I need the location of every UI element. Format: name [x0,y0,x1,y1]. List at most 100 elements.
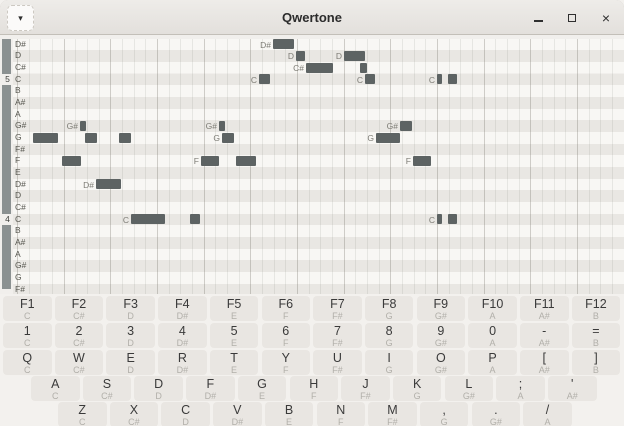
note-block[interactable] [119,132,131,143]
key-[[interactable]: [A# [520,350,569,375]
note-block[interactable] [85,132,97,143]
key-'[interactable]: ' A# [548,376,597,401]
row-pitch-label: D [15,190,22,201]
note-block[interactable] [96,179,121,190]
key-m[interactable]: M F# [368,402,417,426]
key-/[interactable]: / A [523,402,572,426]
key-;[interactable]: ; A [496,376,545,401]
note-block[interactable] [131,214,165,225]
key-f7[interactable]: F7 F# [313,296,362,321]
key--[interactable]: - A# [520,323,569,348]
note-block[interactable] [259,74,270,85]
key-f5[interactable]: F5 E [209,296,259,321]
key-f8[interactable]: F8 G [364,296,414,321]
note-block[interactable] [306,62,333,73]
note-block[interactable] [62,156,81,167]
key-f11[interactable]: F11 A# [520,296,569,321]
key-f[interactable]: F D# [186,376,235,401]
minimize-button[interactable] [530,10,546,26]
note-block[interactable] [236,156,256,167]
note-block[interactable] [80,121,86,132]
note-block[interactable] [33,132,58,143]
key-7[interactable]: 7 F# [313,323,362,348]
grid-row-stripe [13,201,624,214]
note-grid[interactable]: D# D C# C B A# A G# G F# F E D# D C# C B A# A G# G F# G# D# C F G#… [13,38,624,294]
key-f6[interactable]: F6 F [261,296,310,321]
key-f4[interactable]: F4 D# [158,296,207,321]
key-j[interactable]: J F# [341,376,390,401]
key-2[interactable]: 2 C# [54,323,104,348]
key-=[interactable]: = B [571,323,621,348]
key-note-label: E [231,338,238,348]
key-f12[interactable]: F12 B [571,296,621,321]
key-.[interactable]: . G# [471,402,521,426]
note-block[interactable] [376,132,400,143]
key-note-label: G# [489,417,502,426]
key-u[interactable]: U F# [313,350,362,375]
key-r[interactable]: R D# [158,350,207,375]
beat-line [612,38,614,294]
key-][interactable]: ] B [571,350,621,375]
key-f1[interactable]: F1 C [3,296,52,321]
key-9[interactable]: 9 G# [416,323,466,348]
key-l[interactable]: L G# [444,376,494,401]
key-4[interactable]: 4 D# [158,323,207,348]
key-f3[interactable]: F3 D [106,296,155,321]
key-x[interactable]: X C# [109,402,159,426]
key-f9[interactable]: F9 G# [416,296,466,321]
menu-button[interactable]: ▾ [7,5,34,31]
note-block[interactable] [190,214,200,225]
note-block[interactable] [448,74,457,85]
note-block[interactable] [222,132,234,143]
note-block[interactable] [365,74,375,85]
note-block[interactable] [413,156,431,167]
note-block[interactable] [219,121,225,132]
note-block[interactable] [296,51,305,62]
key-note-label: A [489,365,496,375]
key-v[interactable]: V D# [213,402,262,426]
beat-line [308,38,310,294]
note-block[interactable] [360,62,367,73]
note-block[interactable] [201,156,219,167]
key-label: 0 [489,324,497,338]
key-note-label: F# [332,338,343,348]
note-block[interactable] [344,51,365,62]
note-block[interactable] [448,214,457,225]
key-label: - [542,324,547,338]
close-button[interactable]: × [598,10,614,26]
key-w[interactable]: W C# [54,350,104,375]
note-block[interactable] [437,214,442,225]
key-note-label: F [283,338,289,348]
key-o[interactable]: O G# [416,350,466,375]
note-block[interactable] [273,39,294,50]
note-block[interactable] [400,121,412,132]
note-block[interactable] [437,74,442,85]
key-f2[interactable]: F2 C# [54,296,104,321]
key-f10[interactable]: F10 A [468,296,517,321]
maximize-button[interactable] [564,10,580,26]
key-label: = [592,324,600,338]
key-s[interactable]: S C# [82,376,132,401]
key-,[interactable]: ,G [419,402,469,426]
